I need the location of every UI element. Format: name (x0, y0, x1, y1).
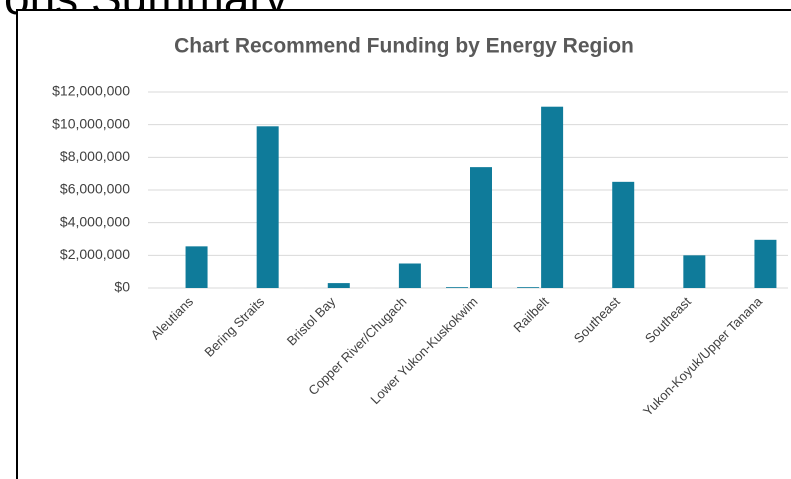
chart-title: Chart Recommend Funding by Energy Region (174, 35, 634, 58)
bar (517, 287, 540, 288)
chart-frame (16, 9, 791, 479)
y-tick-label: $0 (114, 279, 130, 295)
y-tick-label: $10,000,000 (52, 115, 130, 131)
bar (612, 181, 635, 288)
bar (446, 287, 468, 288)
y-tick-label: $6,000,000 (60, 181, 130, 197)
bar (683, 255, 706, 288)
bar (327, 283, 350, 288)
bar (256, 126, 279, 288)
y-tick-label: $2,000,000 (60, 246, 130, 262)
bar (185, 246, 208, 288)
y-tick-label: $12,000,000 (52, 83, 130, 99)
y-tick-label: $8,000,000 (60, 148, 130, 164)
bar (754, 239, 777, 288)
bar (541, 106, 564, 288)
bar (470, 167, 492, 288)
bar (398, 263, 421, 288)
y-tick-label: $4,000,000 (60, 213, 130, 229)
